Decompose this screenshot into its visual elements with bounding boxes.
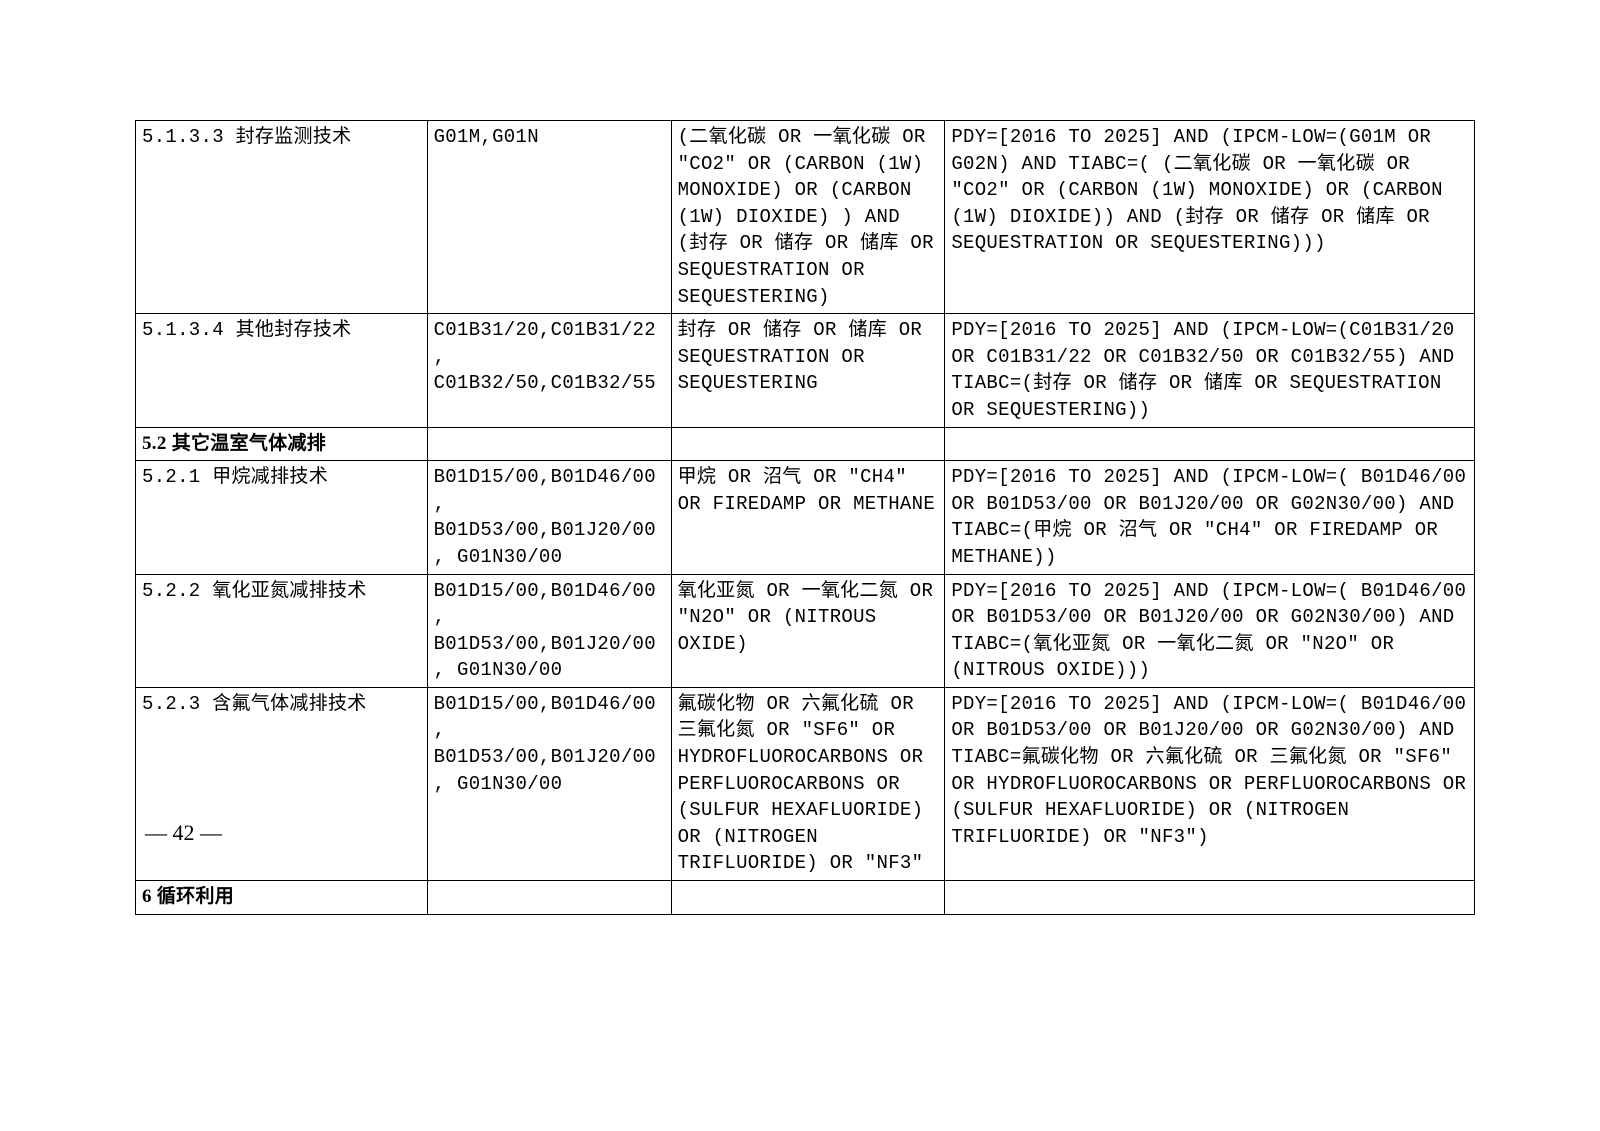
table-cell: PDY=[2016 TO 2025] AND (IPCM-LOW=( B01D4… bbox=[945, 687, 1475, 880]
document-page: 5.1.3.3 封存监测技术G01M,G01N(二氧化碳 OR 一氧化碳 OR … bbox=[0, 0, 1600, 1131]
table-cell: B01D15/00,B01D46/00, B01D53/00,B01J20/00… bbox=[427, 574, 671, 687]
table-cell: B01D15/00,B01D46/00, B01D53/00,B01J20/00… bbox=[427, 461, 671, 574]
table-cell bbox=[671, 881, 945, 915]
table-cell: PDY=[2016 TO 2025] AND (IPCM-LOW=(C01B31… bbox=[945, 314, 1475, 427]
table-cell: PDY=[2016 TO 2025] AND (IPCM-LOW=( B01D4… bbox=[945, 574, 1475, 687]
table-cell: 氧化亚氮 OR 一氧化二氮 OR "N2O" OR (NITROUS OXIDE… bbox=[671, 574, 945, 687]
table-cell: 5.1.3.4 其他封存技术 bbox=[136, 314, 428, 427]
table-body: 5.1.3.3 封存监测技术G01M,G01N(二氧化碳 OR 一氧化碳 OR … bbox=[136, 121, 1475, 915]
table-cell: C01B31/20,C01B31/22, C01B32/50,C01B32/55 bbox=[427, 314, 671, 427]
table-cell bbox=[671, 427, 945, 461]
table-cell bbox=[945, 427, 1475, 461]
table-cell bbox=[945, 881, 1475, 915]
table-cell: 甲烷 OR 沼气 OR "CH4" OR FIREDAMP OR METHANE bbox=[671, 461, 945, 574]
table-row: 5.2.1 甲烷减排技术B01D15/00,B01D46/00, B01D53/… bbox=[136, 461, 1475, 574]
table-cell: (二氧化碳 OR 一氧化碳 OR "CO2" OR (CARBON (1W) M… bbox=[671, 121, 945, 314]
page-number: — 42 — bbox=[145, 820, 222, 846]
table-row: 6 循环利用 bbox=[136, 881, 1475, 915]
table-cell: PDY=[2016 TO 2025] AND (IPCM-LOW=(G01M O… bbox=[945, 121, 1475, 314]
table-cell: G01M,G01N bbox=[427, 121, 671, 314]
table-cell: 氟碳化物 OR 六氟化硫 OR 三氟化氮 OR "SF6" OR HYDROFL… bbox=[671, 687, 945, 880]
table-row: 5.2 其它温室气体减排 bbox=[136, 427, 1475, 461]
table-row: 5.1.3.4 其他封存技术C01B31/20,C01B31/22, C01B3… bbox=[136, 314, 1475, 427]
table-cell: 5.2.1 甲烷减排技术 bbox=[136, 461, 428, 574]
table-cell bbox=[427, 427, 671, 461]
table-row: 5.1.3.3 封存监测技术G01M,G01N(二氧化碳 OR 一氧化碳 OR … bbox=[136, 121, 1475, 314]
table-cell: 5.2 其它温室气体减排 bbox=[136, 427, 428, 461]
classification-table: 5.1.3.3 封存监测技术G01M,G01N(二氧化碳 OR 一氧化碳 OR … bbox=[135, 120, 1475, 915]
table-cell: 5.2.2 氧化亚氮减排技术 bbox=[136, 574, 428, 687]
table-cell: 5.1.3.3 封存监测技术 bbox=[136, 121, 428, 314]
table-row: 5.2.2 氧化亚氮减排技术B01D15/00,B01D46/00, B01D5… bbox=[136, 574, 1475, 687]
table-cell: 6 循环利用 bbox=[136, 881, 428, 915]
table-cell: 封存 OR 储存 OR 储库 OR SEQUESTRATION OR SEQUE… bbox=[671, 314, 945, 427]
table-cell: 5.2.3 含氟气体减排技术 bbox=[136, 687, 428, 880]
table-row: 5.2.3 含氟气体减排技术B01D15/00,B01D46/00, B01D5… bbox=[136, 687, 1475, 880]
table-cell: PDY=[2016 TO 2025] AND (IPCM-LOW=( B01D4… bbox=[945, 461, 1475, 574]
table-cell: B01D15/00,B01D46/00, B01D53/00,B01J20/00… bbox=[427, 687, 671, 880]
table-cell bbox=[427, 881, 671, 915]
